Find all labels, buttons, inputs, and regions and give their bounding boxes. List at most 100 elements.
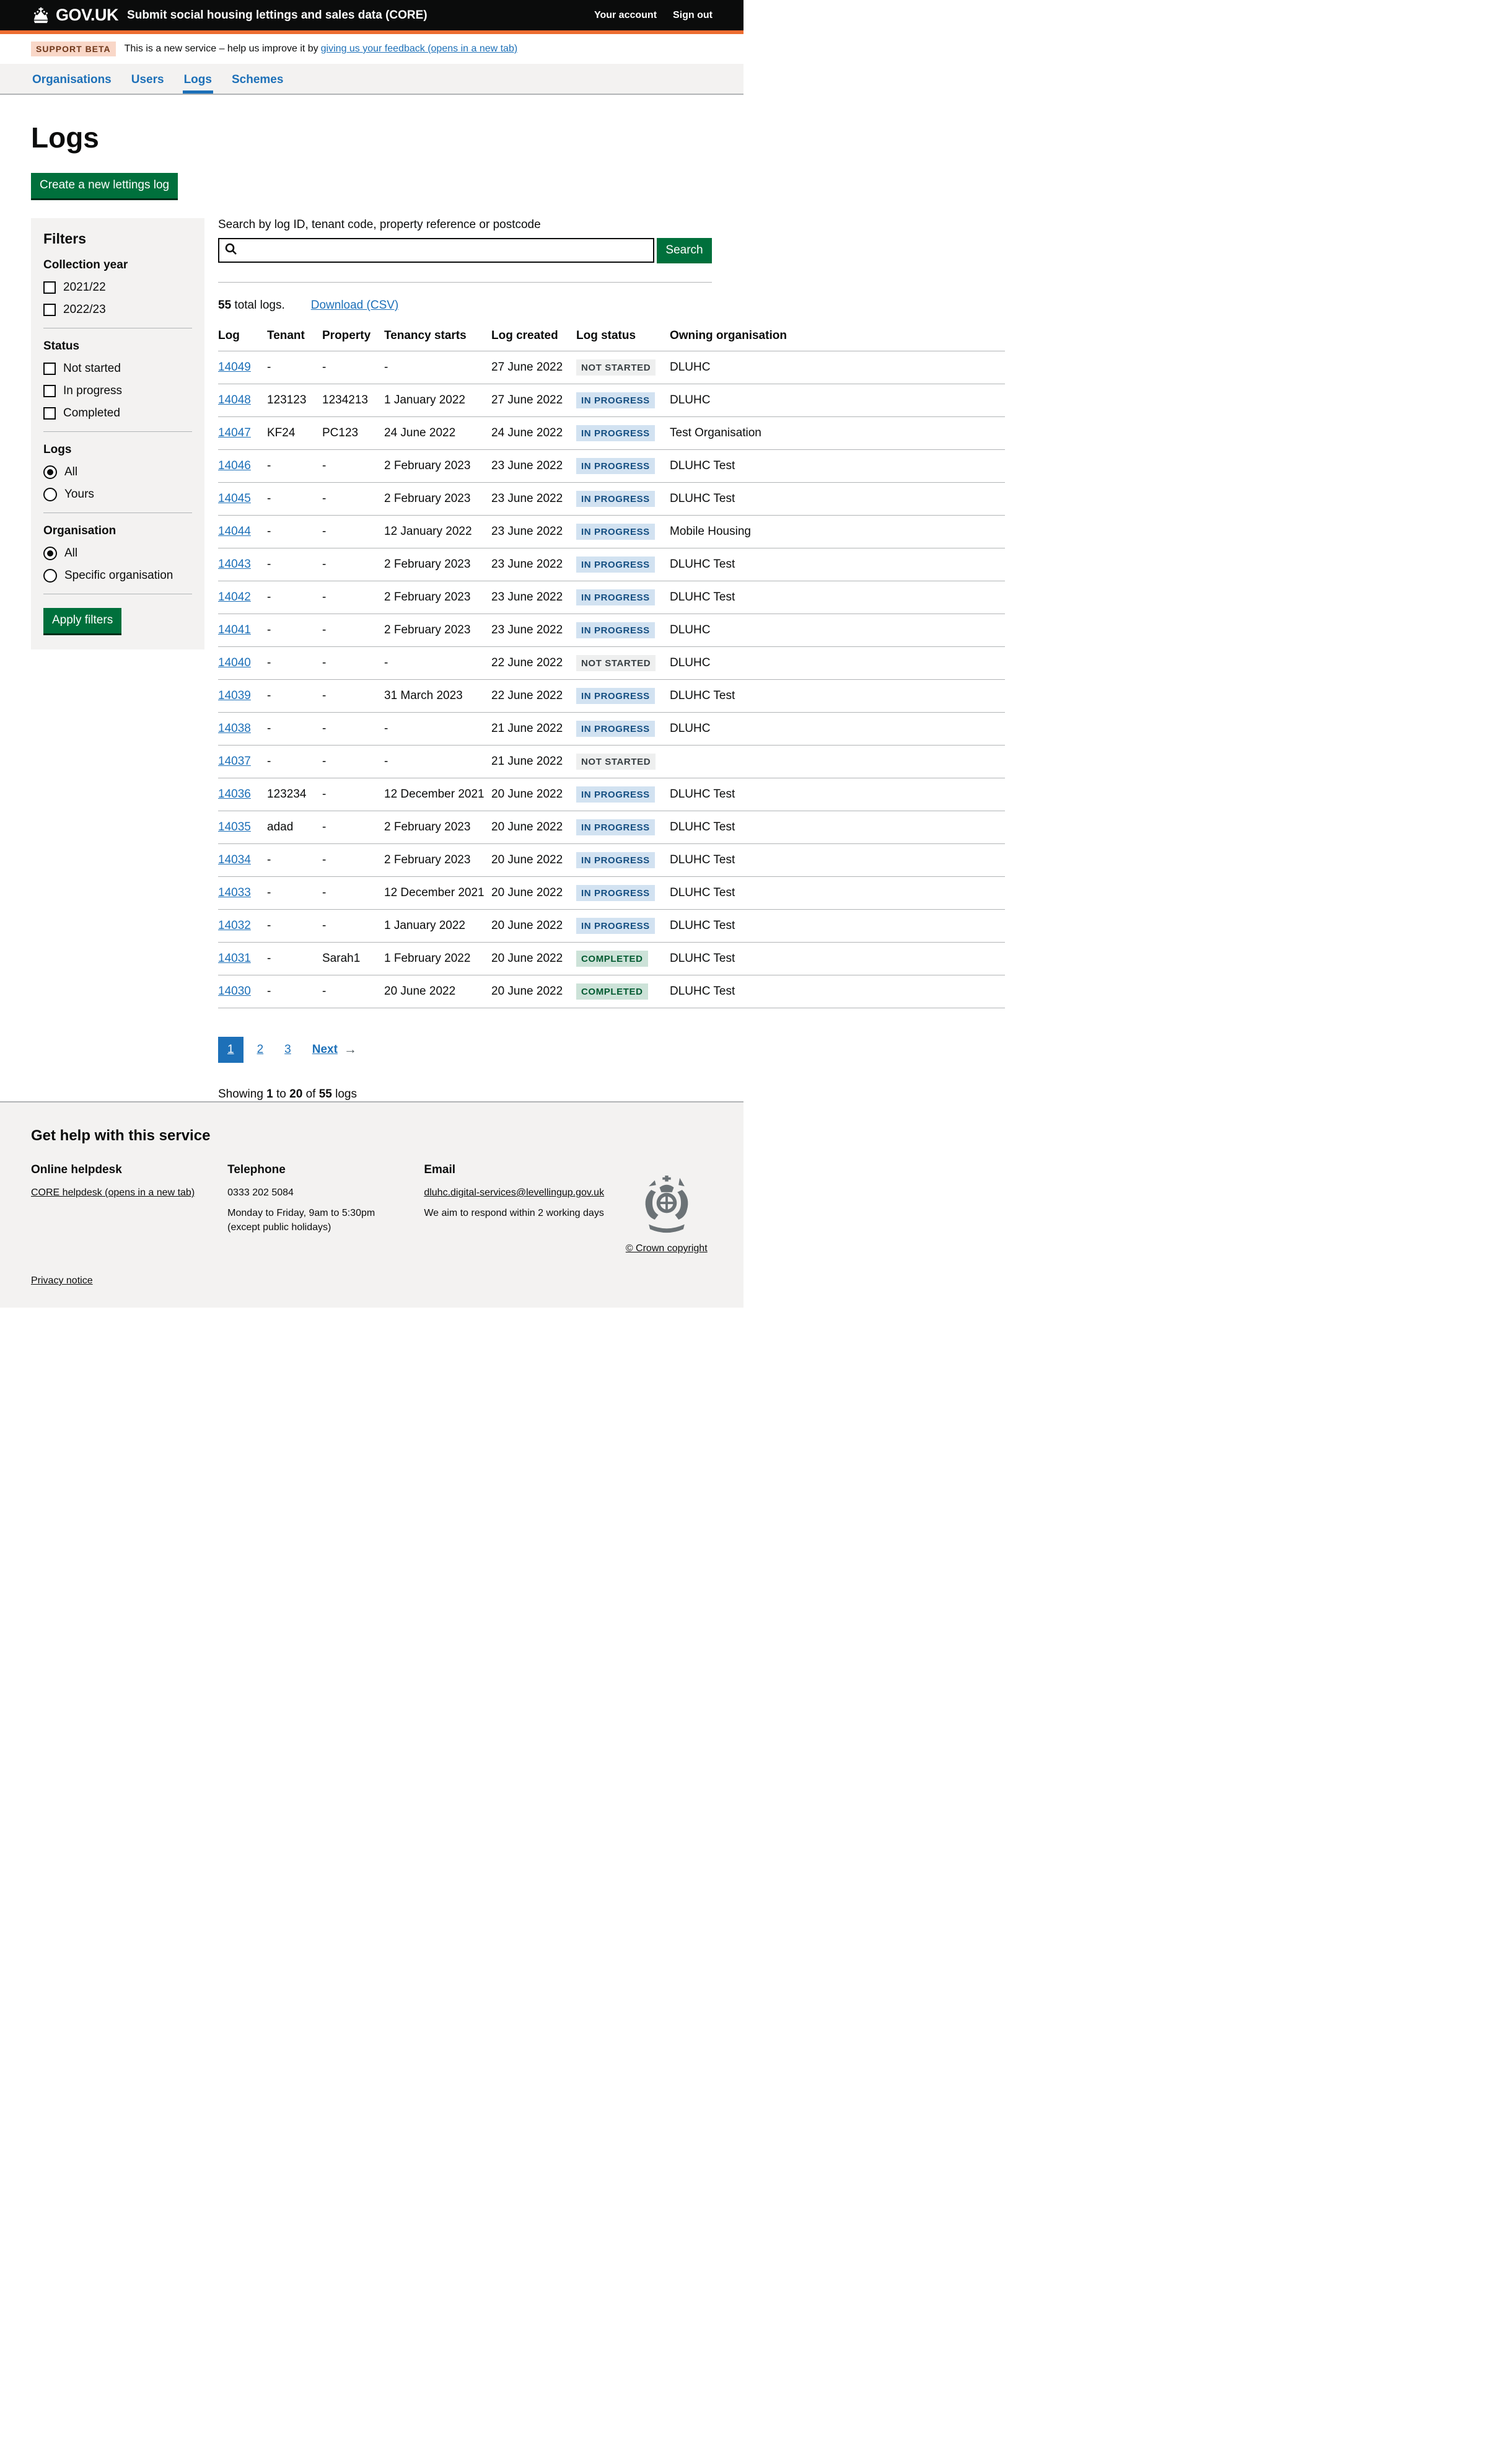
log-link[interactable]: 14031	[218, 952, 251, 965]
checkbox-2021-22[interactable]: 2021/22	[43, 281, 192, 294]
status-badge: NOT STARTED	[576, 754, 656, 770]
status-badge: IN PROGRESS	[576, 622, 655, 638]
status-badge: COMPLETED	[576, 951, 648, 967]
log-link[interactable]: 14040	[218, 656, 251, 669]
checkbox-in-progress[interactable]: In progress	[43, 384, 192, 398]
header-account-nav: Your account Sign out	[594, 10, 713, 21]
your-account-link[interactable]: Your account	[594, 9, 657, 20]
cell-owning-org: DLUHC Test	[670, 811, 1005, 844]
page-link-2[interactable]: 2	[257, 1043, 264, 1056]
radio-control[interactable]	[43, 488, 57, 501]
log-link[interactable]: 14047	[218, 426, 251, 439]
filter-option-label: 2022/23	[63, 303, 106, 316]
log-link[interactable]: 14032	[218, 919, 251, 932]
log-link[interactable]: 14048	[218, 394, 251, 407]
cell-owning-org	[670, 745, 1005, 778]
log-link[interactable]: 14045	[218, 492, 251, 505]
radio-yours[interactable]: Yours	[43, 488, 192, 501]
nav-item-users[interactable]: Users	[131, 73, 164, 86]
cell-owning-org: DLUHC	[670, 351, 1005, 384]
footer-online-helpdesk: Online helpdesk CORE helpdesk (opens in …	[31, 1163, 227, 1254]
checkbox-2022-23[interactable]: 2022/23	[43, 303, 192, 317]
cell-tenancy_starts: -	[384, 712, 491, 746]
crown-copyright-link[interactable]: © Crown copyright	[625, 1243, 708, 1254]
search-button[interactable]: Search	[657, 238, 712, 263]
checkbox-not-started[interactable]: Not started	[43, 362, 192, 376]
cell-tenancy_starts: 2 February 2023	[384, 811, 491, 844]
summary-from: 1	[266, 1088, 273, 1101]
checkbox-control[interactable]	[43, 281, 56, 294]
cell-log_created: 20 June 2022	[491, 811, 576, 844]
radio-control[interactable]	[43, 569, 57, 583]
radio-all[interactable]: All	[43, 465, 192, 479]
cell-property: -	[322, 614, 384, 647]
checkbox-control[interactable]	[43, 363, 56, 375]
cell-owning-org: DLUHC Test	[670, 679, 1005, 713]
email-link[interactable]: dluhc.digital-services@levellingup.gov.u…	[424, 1187, 605, 1198]
radio-specific-organisation[interactable]: Specific organisation	[43, 569, 192, 583]
filter-group-collection-year: Collection year 2021/22 2022/23	[43, 258, 192, 317]
footer-telephone: Telephone 0333 202 5084 Monday to Friday…	[227, 1163, 424, 1254]
cell-owning-org: DLUHC Test	[670, 975, 1005, 1008]
search-input[interactable]	[238, 239, 653, 262]
log-link[interactable]: 14049	[218, 361, 251, 374]
nav-item-logs[interactable]: Logs	[182, 64, 213, 94]
checkbox-completed[interactable]: Completed	[43, 407, 192, 420]
summary-to: 20	[289, 1088, 303, 1101]
service-name-link[interactable]: Submit social housing lettings and sales…	[127, 8, 428, 22]
log-link[interactable]: 14041	[218, 623, 251, 636]
status-badge: IN PROGRESS	[576, 425, 655, 441]
summary-text: logs	[331, 1088, 357, 1101]
next-page-link[interactable]: Next	[312, 1043, 338, 1056]
log-link[interactable]: 14039	[218, 689, 251, 702]
filter-option-label: Specific organisation	[64, 569, 173, 582]
log-link[interactable]: 14038	[218, 722, 251, 735]
radio-control[interactable]	[43, 547, 57, 560]
cell-log_created: 23 June 2022	[491, 482, 576, 516]
log-link[interactable]: 14030	[218, 985, 251, 998]
log-link[interactable]: 14036	[218, 788, 251, 801]
cell-log_created: 23 June 2022	[491, 614, 576, 647]
checkbox-control[interactable]	[43, 304, 56, 316]
page-current[interactable]: 1	[218, 1037, 243, 1063]
log-link[interactable]: 14043	[218, 558, 251, 571]
telephone-title: Telephone	[227, 1163, 286, 1176]
govuk-logo[interactable]: GOV.UK	[56, 6, 119, 24]
checkbox-control[interactable]	[43, 385, 56, 397]
privacy-notice-link[interactable]: Privacy notice	[31, 1275, 93, 1286]
summary-total: 55	[318, 1088, 332, 1101]
log-link[interactable]: 14042	[218, 591, 251, 604]
cell-property: -	[322, 778, 384, 811]
cell-tenancy_starts: -	[384, 351, 491, 384]
log-link[interactable]: 14044	[218, 525, 251, 538]
table-row: 14048 123123 1234213 1 January 2022 27 June …	[218, 384, 1005, 417]
create-lettings-log-button[interactable]: Create a new lettings log	[31, 173, 178, 198]
log-link[interactable]: 14035	[218, 821, 251, 834]
cell-tenant: -	[267, 876, 322, 910]
page-link-3[interactable]: 3	[284, 1043, 291, 1056]
nav-item-organisations[interactable]: Organisations	[32, 73, 112, 86]
sign-out-link[interactable]: Sign out	[673, 9, 713, 20]
log-link[interactable]: 14033	[218, 886, 251, 899]
apply-filters-button[interactable]: Apply filters	[43, 608, 122, 633]
core-helpdesk-link[interactable]: CORE helpdesk (opens in a new tab)	[31, 1187, 195, 1198]
filter-option-label: All	[64, 547, 78, 560]
total-logs-line: 55 total logs. Download (CSV)	[218, 299, 744, 312]
footer-help-title: Get help with this service	[31, 1127, 211, 1144]
table-row: 14040- - -22 June 2022 NOT STARTED DLUHC	[218, 646, 1005, 680]
log-link[interactable]: 14034	[218, 853, 251, 866]
cell-property: -	[322, 745, 384, 778]
telephone-hours-line2: (except public holidays)	[227, 1222, 331, 1233]
radio-control[interactable]	[43, 465, 57, 479]
column-header-log-created: Log created	[491, 321, 576, 351]
status-badge: IN PROGRESS	[576, 688, 655, 704]
filter-divider	[43, 431, 192, 432]
cell-tenant: -	[267, 646, 322, 680]
nav-item-schemes[interactable]: Schemes	[231, 73, 284, 86]
log-link[interactable]: 14037	[218, 755, 251, 768]
feedback-link[interactable]: giving us your feedback (opens in a new …	[320, 43, 518, 54]
checkbox-control[interactable]	[43, 407, 56, 420]
radio-all[interactable]: All	[43, 547, 192, 560]
log-link[interactable]: 14046	[218, 459, 251, 472]
download-csv-link[interactable]: Download (CSV)	[310, 299, 399, 312]
